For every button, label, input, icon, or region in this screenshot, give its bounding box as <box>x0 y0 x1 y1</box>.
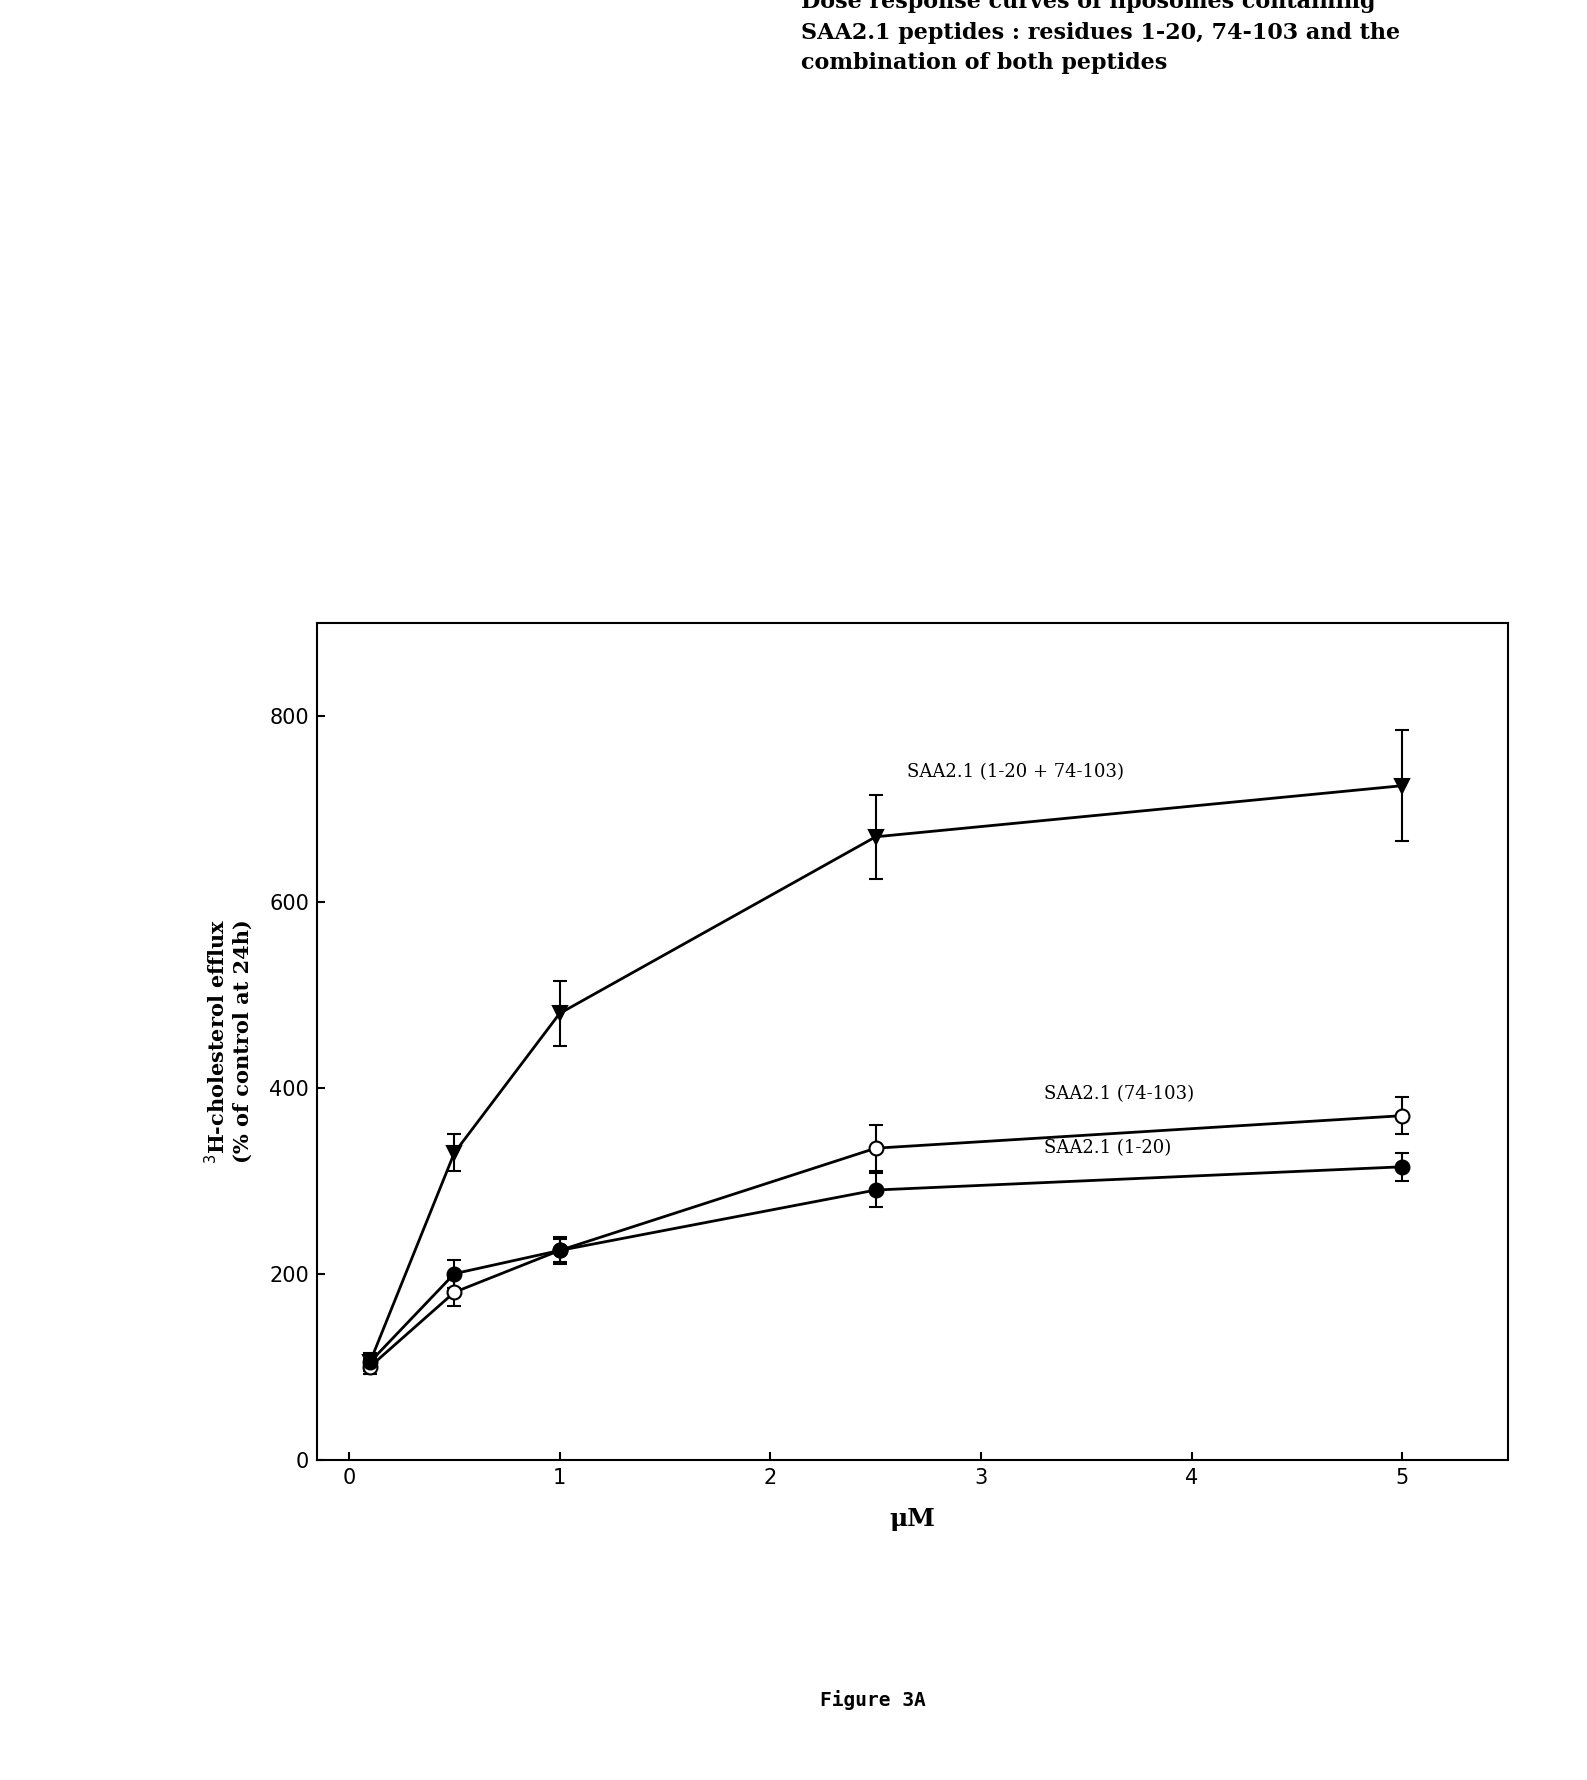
Text: Dose response curves of liposomes containing
SAA2.1 peptides : residues 1-20, 74: Dose response curves of liposomes contai… <box>801 0 1401 75</box>
Text: SAA2.1 (1-20): SAA2.1 (1-20) <box>1044 1139 1171 1157</box>
Text: Figure 3A: Figure 3A <box>820 1689 925 1711</box>
Y-axis label: $^3$H-cholesterol efflux
(% of control at 24h): $^3$H-cholesterol efflux (% of control a… <box>205 918 252 1164</box>
Text: SAA2.1 (74-103): SAA2.1 (74-103) <box>1044 1086 1195 1104</box>
X-axis label: μM: μM <box>890 1508 935 1531</box>
Text: SAA2.1 (1-20 + 74-103): SAA2.1 (1-20 + 74-103) <box>908 762 1124 781</box>
